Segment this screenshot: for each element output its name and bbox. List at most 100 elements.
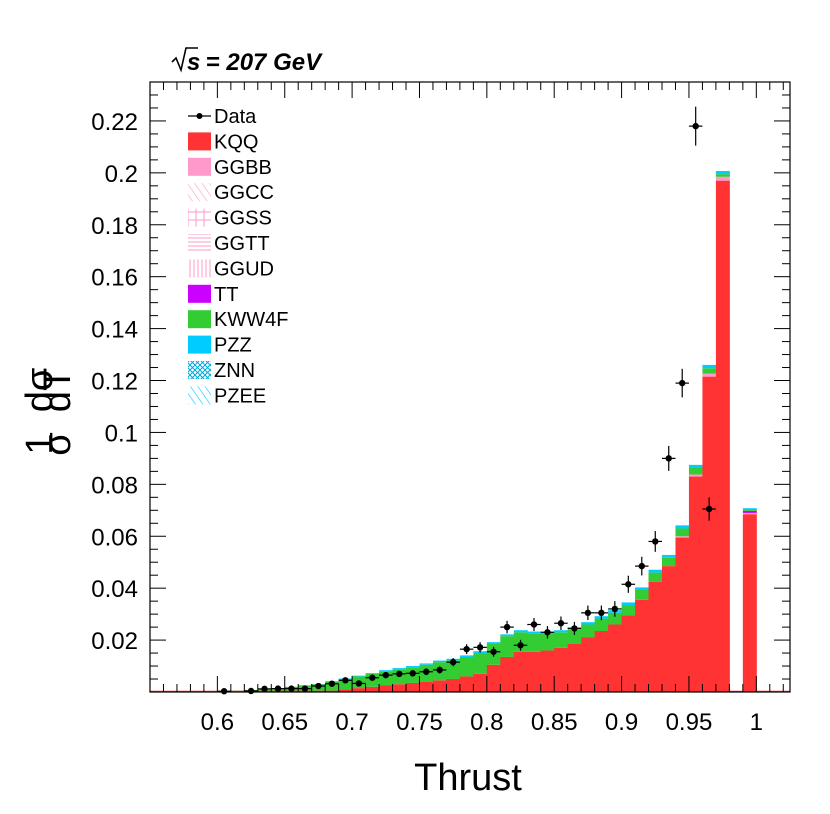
kww4f-bar <box>527 633 542 652</box>
data-point <box>652 538 659 545</box>
kqq-bar <box>540 650 555 692</box>
pzz-bar <box>648 569 663 573</box>
kqq-bar <box>621 615 636 692</box>
data-point <box>611 605 619 613</box>
kww4f-bar <box>567 629 582 644</box>
x-tick-label: 0.65 <box>261 709 308 736</box>
pzz-bar <box>486 642 501 644</box>
data-point <box>355 680 363 687</box>
x-tick-label: 0.75 <box>396 709 443 736</box>
legend-item-pzz: PZZ <box>188 335 252 357</box>
energy-variable: s <box>187 49 200 76</box>
pzz-bar <box>688 464 703 468</box>
x-tick-label: 0.7 <box>335 709 368 736</box>
legend-label: Data <box>214 106 257 128</box>
legend-item-kww4f: KWW4F <box>188 309 288 331</box>
legend-swatch <box>188 208 211 227</box>
legend-label: PZEE <box>214 385 266 407</box>
legend-label: KWW4F <box>214 309 288 331</box>
kqq-bar <box>365 686 380 692</box>
kqq-bar <box>662 566 676 692</box>
legend-item-data: Data <box>188 106 257 128</box>
ggbb-bar <box>715 176 730 181</box>
kqq-bar <box>567 643 582 692</box>
legend-swatch <box>188 234 211 252</box>
data-point <box>328 680 336 687</box>
kqq-bar <box>500 656 515 692</box>
legend-swatch <box>188 284 211 303</box>
data-point <box>396 670 403 678</box>
kqq-bar <box>392 684 407 692</box>
data-point <box>247 687 255 695</box>
y-label-one: 1 <box>19 433 61 454</box>
kqq-bar <box>486 664 501 692</box>
kww4f-bar <box>715 174 730 177</box>
y-tick-label: 0.02 <box>91 628 138 655</box>
data-point <box>557 620 565 627</box>
data-point <box>530 621 538 628</box>
pzz-bar <box>675 525 690 529</box>
data-point <box>584 609 592 617</box>
legend-item-kqq: KQQ <box>188 131 258 153</box>
x-tick-label: 1 <box>750 709 763 736</box>
legend-swatch <box>188 386 211 405</box>
kqq-bar <box>446 679 461 692</box>
kqq-bar <box>648 581 663 692</box>
data-point <box>692 122 699 130</box>
data-points <box>217 106 716 695</box>
legend-label: KQQ <box>214 131 258 153</box>
legend-label: GGUD <box>214 258 274 280</box>
pzz-bar <box>379 670 394 672</box>
kqq-bar <box>688 476 703 692</box>
data-point <box>476 644 484 651</box>
ggbb-bar <box>742 512 757 515</box>
legend-item-pzee: PZEE <box>188 385 266 407</box>
kqq-bar <box>715 180 730 692</box>
kqq-bar <box>406 682 420 692</box>
y-tick-label: 0.08 <box>91 472 138 499</box>
pzz-bar <box>702 364 717 369</box>
data-point <box>369 674 376 681</box>
legend-swatch <box>188 132 211 151</box>
data-point <box>436 666 443 674</box>
plot-frame <box>149 81 791 693</box>
legend: Data KQQ GGBB GGCC GGSS GGTT GGUD TT KWW4F PZZ ZNN… <box>188 106 288 407</box>
ggbb-bar <box>688 474 703 477</box>
data-point <box>665 455 672 462</box>
sqrt-symbol <box>171 47 198 73</box>
kqq-bar <box>527 651 542 692</box>
kww4f-bar <box>446 660 461 680</box>
kqq-bar <box>459 676 474 692</box>
x-tick-label: 0.8 <box>470 709 503 736</box>
legend-item-ggss: GGSS <box>188 208 272 230</box>
kww4f-bar <box>621 605 636 616</box>
data-point <box>517 642 524 649</box>
data-point <box>409 670 416 677</box>
data-point <box>571 625 578 632</box>
kqq-bar <box>379 685 394 692</box>
pzz-bar <box>581 622 596 625</box>
kww4f-bar <box>742 509 757 511</box>
legend-label: TT <box>214 284 238 306</box>
pzz-bar <box>635 587 650 590</box>
legend-label: GGCC <box>214 182 274 204</box>
kww4f-bar <box>608 612 623 625</box>
y-axis-label: 1 σ dσ dT <box>19 368 79 456</box>
kqq-bar <box>419 681 434 692</box>
kww4f-bar <box>635 589 650 600</box>
data-point <box>382 671 389 679</box>
x-tick-label: 0.85 <box>531 709 578 736</box>
y-tick-label: 0.12 <box>91 369 138 396</box>
kqq-bar <box>742 514 757 692</box>
x-tick-label: 0.95 <box>666 709 713 736</box>
pzz-bar <box>392 668 407 670</box>
y-label-dsigma: dσ <box>19 368 61 413</box>
legend-item-znn: ZNN <box>188 360 255 382</box>
x-axis-label: Thrust <box>414 757 522 799</box>
data-point <box>638 562 645 570</box>
kqq-bar <box>675 537 690 692</box>
data-point <box>274 685 282 692</box>
kww4f-bar <box>594 618 609 631</box>
data-point <box>261 685 268 693</box>
